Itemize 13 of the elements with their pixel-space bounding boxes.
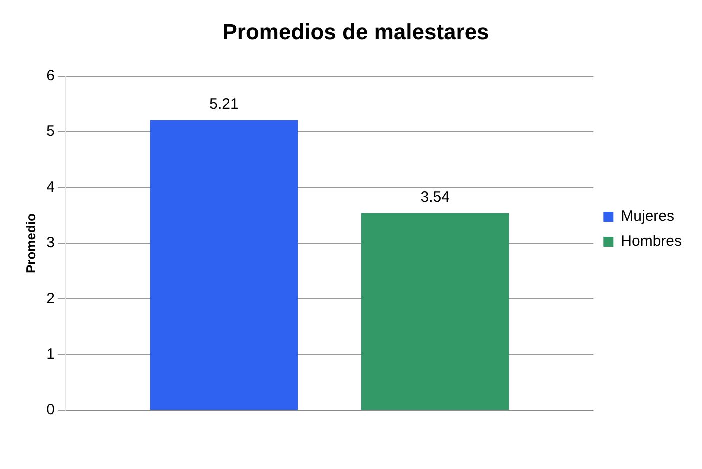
y-tick-label: 5 (46, 123, 55, 140)
y-tick-label: 2 (46, 290, 55, 308)
legend-label: Mujeres (621, 208, 675, 226)
y-tick-label: 0 (46, 402, 55, 419)
y-tick-label: 4 (46, 178, 55, 196)
chart-title: Promedios de malestares (222, 19, 490, 44)
y-tick-label: 6 (46, 68, 55, 85)
y-tick-label: 3 (46, 234, 55, 252)
y-tick-label: 1 (46, 346, 55, 364)
y-axis-title: Promedio (23, 213, 38, 274)
legend-label: Hombres (621, 233, 682, 250)
data-label: 3.54 (420, 189, 450, 206)
data-label: 5.21 (210, 96, 239, 114)
